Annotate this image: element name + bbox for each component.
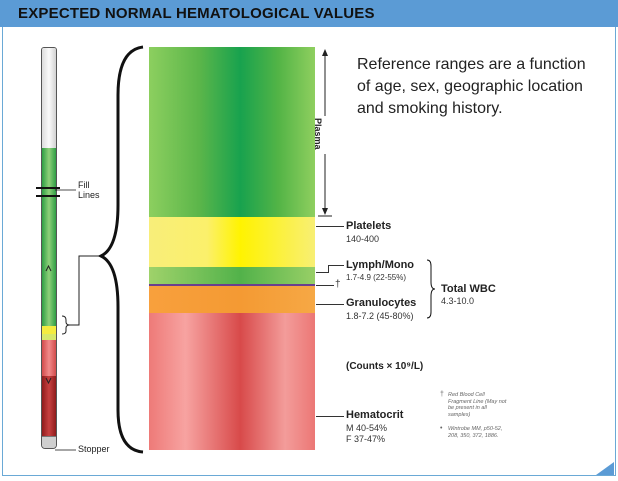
tube-rbc-lower-segment: [42, 376, 56, 436]
header-bar: EXPECTED NORMAL HEMATOLOGICAL VALUES: [0, 0, 618, 27]
lymph-tick-h: [316, 272, 328, 273]
stopper-label: Stopper: [78, 444, 110, 454]
hematocrit-tick: [316, 416, 344, 417]
content-frame: [2, 27, 616, 476]
hematocrit-male-value: M 40-54%: [346, 423, 388, 433]
fill-line-lower: [36, 195, 60, 197]
platelets-label: Platelets: [346, 220, 392, 232]
footnote-dagger-mark: †: [440, 391, 444, 398]
fragment-dagger: †: [335, 279, 341, 290]
corner-accent: [596, 462, 614, 475]
granulocytes-tick: [316, 304, 344, 305]
hematocrit-label: Hematocrit: [346, 409, 404, 421]
plasma-arrowhead-down: [322, 208, 328, 215]
lymph-tick-out: [328, 265, 344, 266]
tube-empty-segment: [42, 48, 56, 148]
platelet-layer: [149, 217, 315, 267]
counts-unit-label: (Counts × 10⁹/L): [346, 361, 424, 372]
hematocrit-female-value: F 37-47%: [346, 434, 386, 444]
plasma-layer: [149, 47, 315, 217]
footnote-dagger-text: Red Blood Cell Fragment Line (May not be…: [448, 392, 507, 418]
granulocyte-layer: [149, 286, 315, 313]
fill-lines-label: Fill Lines: [78, 180, 100, 200]
tube-to-brace-connector: [70, 255, 101, 326]
platelets-tick: [316, 226, 344, 227]
fill-line-upper: [36, 187, 60, 189]
total-wbc-brace: [426, 259, 436, 319]
reference-ranges-note: Reference ranges are a function of age, …: [357, 56, 586, 117]
page-title: EXPECTED NORMAL HEMATOLOGICAL VALUES: [18, 5, 375, 22]
tube-plasma-segment: [42, 148, 56, 373]
fragment-line-tick: [316, 285, 334, 286]
total-wbc-label: Total WBC: [441, 283, 496, 295]
hematocrit-layer: [149, 313, 315, 450]
lymph-mono-label: Lymph/Mono: [346, 259, 415, 271]
lymph-tick-v: [328, 265, 329, 273]
footnote-bullet-text: Wintrobe MM, p50-52, 208, 350, 372, 1886…: [448, 426, 503, 439]
granulocytes-value: 1.8-7.2 (45-80%): [346, 311, 414, 321]
test-tube: [41, 47, 57, 449]
large-brace: [97, 45, 144, 454]
lymph-mono-value: 1.7-4.9 (22-55%): [346, 273, 407, 282]
tube-stopper: [42, 436, 56, 448]
tube-buffy-coat-segment: [42, 334, 56, 340]
tube-down-chevron: [45, 377, 52, 385]
tube-platelet-segment: [42, 326, 56, 334]
tube-up-chevron: [45, 264, 52, 272]
platelets-value: 140-400: [346, 234, 380, 244]
lymph-mono-layer: [149, 267, 315, 284]
rbc-fragment-line: [149, 284, 315, 286]
total-wbc-value: 4.3-10.0: [441, 296, 475, 306]
granulocytes-label: Granulocytes: [346, 297, 417, 309]
plasma-arrowhead-up: [322, 49, 328, 56]
tube-rbc-upper-segment: [42, 340, 56, 376]
footnote-bullet-mark: •: [440, 425, 443, 432]
